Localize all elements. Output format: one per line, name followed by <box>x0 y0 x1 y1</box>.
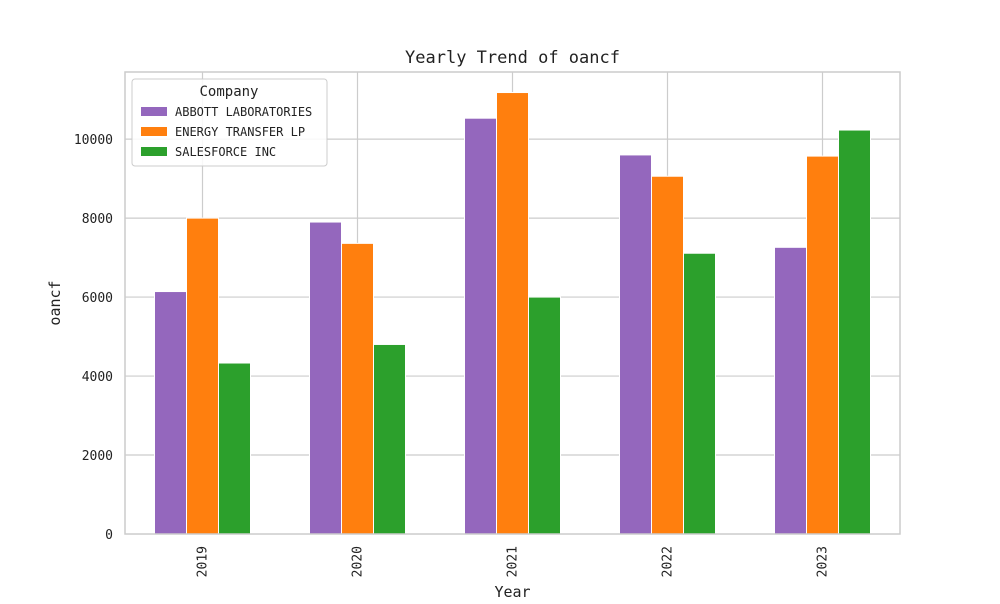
y-tick-labels: 0 2000 4000 6000 8000 10000 <box>74 133 113 543</box>
y-tick-label: 6000 <box>82 291 113 306</box>
bar-abbott-laboratories-2022 <box>619 154 652 535</box>
bar-salesforce-inc-2022 <box>683 252 716 535</box>
x-axis-label: Year <box>494 583 530 600</box>
x-tick-label: 2020 <box>351 546 366 577</box>
plot-frame <box>124 71 901 535</box>
y-tick-label: 10000 <box>74 133 113 148</box>
bar-salesforce-inc-2020 <box>373 343 406 535</box>
bar-energy-transfer-lp-2020 <box>341 242 374 535</box>
bar-abbott-laboratories-2023 <box>774 246 807 535</box>
x-tick-labels: 2019 2020 2021 2022 2023 <box>196 546 831 577</box>
bar-abbott-laboratories-2020 <box>309 221 342 535</box>
legend-label: ABBOTT LABORATORIES <box>175 105 312 119</box>
x-tick-label: 2021 <box>506 546 521 577</box>
bar-salesforce-inc-2023 <box>838 129 871 535</box>
legend: Company ABBOTT LABORATORIES ENERGY TRANSF… <box>131 78 328 167</box>
y-tick-label: 4000 <box>82 370 113 385</box>
x-tick-label: 2023 <box>816 546 831 577</box>
x-tick-label: 2019 <box>196 546 211 577</box>
legend-label: SALESFORCE INC <box>175 145 276 159</box>
legend-swatch <box>141 127 167 136</box>
y-tick-label: 2000 <box>82 449 113 464</box>
legend-label: ENERGY TRANSFER LP <box>175 125 305 139</box>
bar-energy-transfer-lp-2022 <box>651 175 684 535</box>
legend-title: Company <box>199 84 258 100</box>
legend-swatch <box>141 107 167 116</box>
bar-energy-transfer-lp-2021 <box>496 92 529 535</box>
bar-salesforce-inc-2021 <box>528 296 561 535</box>
bar-abbott-laboratories-2021 <box>464 117 497 535</box>
chart-title: Yearly Trend of oancf <box>405 48 620 68</box>
bar-abbott-laboratories-2019 <box>154 291 187 535</box>
bar-energy-transfer-lp-2023 <box>806 155 839 535</box>
x-tick-label: 2022 <box>661 546 676 577</box>
y-tick-label: 0 <box>105 528 113 543</box>
bar-salesforce-inc-2019 <box>218 362 251 535</box>
y-tick-label: 8000 <box>82 212 113 227</box>
bars <box>154 92 871 535</box>
bar-energy-transfer-lp-2019 <box>186 217 219 535</box>
legend-swatch <box>141 147 167 156</box>
legend-box <box>131 78 328 167</box>
y-axis-label: oancf <box>46 280 64 325</box>
